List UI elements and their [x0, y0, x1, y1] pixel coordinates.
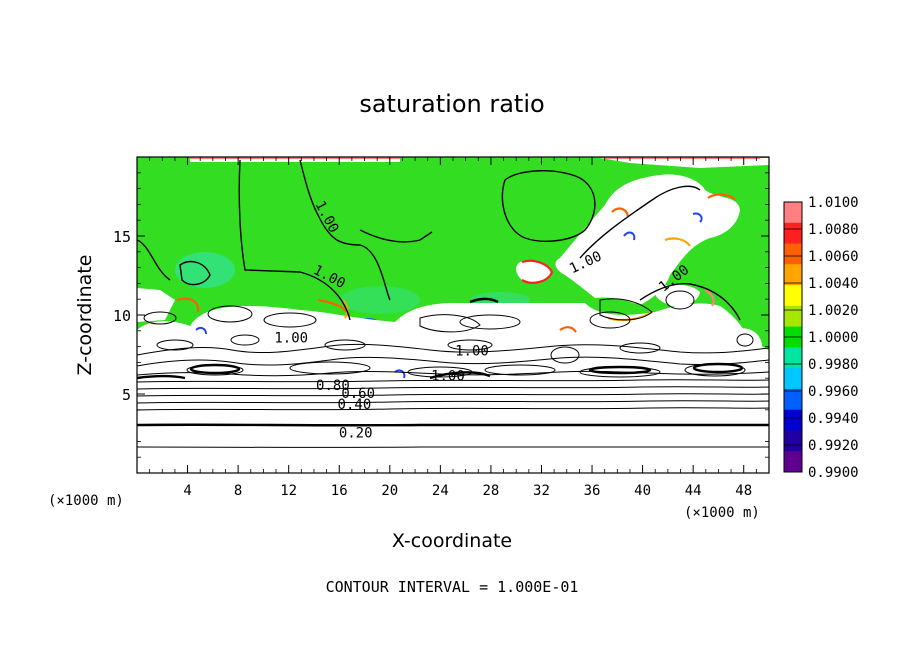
- x-axis-ticks: 4 8 12 16 20 24 28 32 36 40 44 48: [149, 157, 757, 499]
- x-axis-label: X-coordinate: [392, 530, 512, 552]
- contour-label: 0.40: [338, 397, 372, 413]
- contour-lower-layers: [137, 379, 769, 448]
- contour-cloud-band: [137, 290, 769, 378]
- contour-label: 1.00: [431, 369, 465, 385]
- colorbar-label: 1.0080: [808, 222, 859, 238]
- colorbar-label: 1.0020: [808, 303, 859, 319]
- colorbar-label: 0.9960: [808, 384, 859, 400]
- colorbar-label: 1.0000: [808, 330, 859, 346]
- chart-title: saturation ratio: [359, 90, 544, 118]
- plot-field: 1.001.001.001.001.001.00 1.000.800.600.40…: [137, 157, 769, 473]
- colorbar-segment: [784, 347, 802, 369]
- colorbar-label: 0.9920: [808, 438, 859, 454]
- x-unit-right: (×1000 m): [684, 505, 760, 521]
- colorbar-label: 1.0100: [808, 195, 859, 211]
- x-tick-label: 44: [685, 483, 702, 499]
- x-tick-label: 32: [533, 483, 550, 499]
- contour-interval-text: CONTOUR INTERVAL = 1.000E-01: [326, 578, 579, 596]
- colorbar-label: 0.9980: [808, 357, 859, 373]
- colorbar: 1.0100 1.0080 1.0060 1.0040 1.0020 1.0000 0.99…: [783, 195, 859, 481]
- y-tick-label: 15: [113, 228, 131, 246]
- y-tick-label: 10: [113, 307, 131, 325]
- colorbar-label: 0.9940: [808, 411, 859, 427]
- x-tick-label: 16: [331, 483, 348, 499]
- y-tick-label: 5: [122, 386, 131, 404]
- contour-label: 0.60: [341, 386, 375, 402]
- contour-label: 0.80: [316, 378, 350, 394]
- colorbar-label: 1.0040: [808, 276, 859, 292]
- y-axis-ticks: 5 10 15: [113, 172, 769, 458]
- x-tick-label: 12: [280, 483, 297, 499]
- x-tick-label: 48: [735, 483, 752, 499]
- x-tick-label: 8: [234, 483, 242, 499]
- contour-label: 1.00: [455, 343, 489, 359]
- colorbar-label: 1.0060: [808, 249, 859, 265]
- x-unit-left: (×1000 m): [48, 493, 124, 509]
- x-tick-label: 28: [482, 483, 499, 499]
- x-tick-label: 36: [584, 483, 601, 499]
- colorbar-segment: [784, 243, 802, 265]
- colorbar-segment: [784, 409, 802, 431]
- colorbar-label: 0.9900: [808, 465, 859, 481]
- contour-1.00: [137, 159, 741, 321]
- x-tick-label: 20: [381, 483, 398, 499]
- colorbar-segment: [784, 388, 802, 411]
- colorbar-segment: [784, 202, 802, 224]
- x-tick-label: 4: [183, 483, 191, 499]
- contour-label: 0.20: [339, 426, 373, 442]
- x-tick-label: 40: [634, 483, 651, 499]
- colorbar-segment: [784, 305, 802, 328]
- contour-label: 1.00: [274, 331, 308, 347]
- colorbar-segment: [784, 451, 802, 473]
- colorbar-segment: [784, 222, 802, 244]
- x-tick-label: 24: [432, 483, 449, 499]
- colorbar-segment: [784, 264, 802, 286]
- colorbar-segment: [784, 430, 802, 452]
- contour-cloud-band-bold: [137, 297, 744, 380]
- colorbar-segment: [784, 285, 802, 307]
- colorbar-segment: [784, 368, 802, 390]
- cyan-patch: [175, 252, 235, 288]
- blue-edges: [195, 212, 703, 379]
- contour-0.20-bold: [137, 423, 769, 427]
- cyan-patch: [340, 286, 420, 314]
- y-axis-label: Z-coordinate: [74, 255, 96, 376]
